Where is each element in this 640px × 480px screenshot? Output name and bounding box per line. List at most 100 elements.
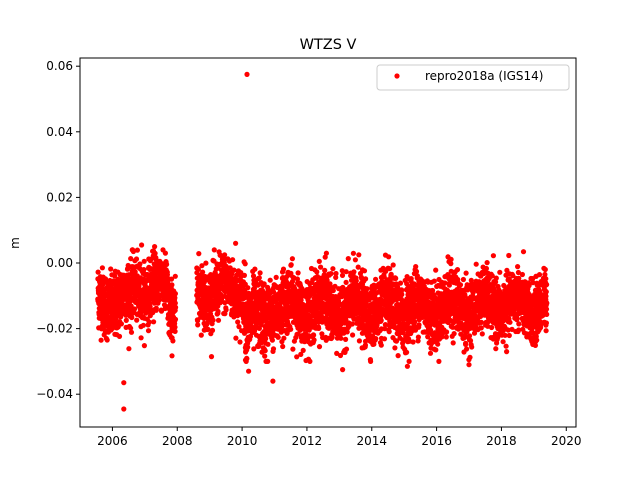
data-point — [128, 325, 134, 331]
data-point — [288, 270, 294, 276]
data-point — [450, 340, 456, 346]
data-point — [490, 253, 496, 259]
data-point — [318, 264, 324, 270]
data-point — [295, 270, 301, 276]
data-point — [223, 307, 229, 313]
legend-label: repro2018a (IGS14) — [425, 69, 543, 83]
data-point — [543, 289, 549, 295]
data-point — [344, 329, 350, 335]
data-point — [172, 300, 178, 306]
data-point — [516, 321, 522, 327]
data-point — [132, 269, 138, 275]
data-point — [345, 256, 351, 262]
data-point — [121, 406, 127, 412]
data-point — [483, 265, 489, 272]
data-point — [172, 291, 178, 297]
data-point — [252, 266, 258, 272]
data-point — [153, 305, 159, 311]
data-point — [543, 306, 550, 312]
data-point — [463, 340, 469, 346]
data-point — [231, 267, 237, 273]
data-point — [454, 267, 461, 273]
data-point — [329, 334, 335, 340]
data-point — [378, 342, 384, 348]
data-point — [314, 269, 320, 275]
data-point — [172, 295, 178, 301]
data-point — [195, 318, 201, 324]
data-point — [410, 339, 416, 345]
data-point — [473, 261, 479, 267]
data-point — [433, 267, 439, 273]
data-point — [333, 274, 339, 280]
data-point — [141, 343, 147, 349]
data-point — [544, 300, 550, 306]
y-tick-label: 0.02 — [46, 190, 73, 204]
data-point — [463, 270, 469, 276]
data-point — [493, 346, 499, 352]
data-point — [451, 331, 457, 337]
data-point — [141, 258, 147, 264]
data-point — [399, 291, 405, 298]
data-point — [280, 266, 287, 272]
y-tick-label: 0.04 — [46, 125, 73, 139]
data-point — [311, 337, 317, 343]
data-point — [237, 339, 243, 345]
data-point — [334, 350, 340, 356]
data-point — [431, 278, 437, 284]
data-point — [244, 71, 250, 77]
data-point — [273, 274, 279, 280]
data-point — [443, 334, 449, 340]
data-point — [199, 263, 205, 269]
data-points — [95, 71, 550, 412]
data-point — [195, 266, 201, 272]
data-point — [415, 334, 421, 340]
data-point — [98, 337, 104, 343]
data-point — [467, 354, 473, 360]
data-point — [200, 269, 206, 275]
data-point — [544, 311, 550, 317]
data-point — [108, 266, 114, 272]
data-point — [164, 261, 170, 267]
data-point — [262, 353, 268, 359]
data-point — [126, 346, 132, 352]
x-tick-label: 2008 — [162, 434, 193, 448]
data-point — [280, 343, 286, 350]
data-point — [169, 353, 175, 359]
data-point — [343, 279, 349, 285]
data-point — [172, 324, 178, 330]
data-point — [211, 247, 217, 253]
data-point — [172, 273, 178, 279]
data-point — [245, 344, 251, 350]
data-point — [515, 264, 521, 270]
data-point — [340, 367, 346, 373]
y-tick-label: −0.02 — [36, 322, 73, 336]
legend: repro2018a (IGS14) — [376, 64, 570, 91]
data-point — [128, 329, 135, 335]
data-point — [168, 276, 175, 282]
y-tick-label: 0.00 — [46, 256, 73, 270]
data-point — [170, 338, 176, 344]
legend-marker — [394, 73, 400, 79]
data-point — [269, 337, 275, 343]
data-point — [343, 336, 349, 342]
data-point — [172, 316, 179, 322]
data-point — [435, 341, 441, 347]
data-point — [146, 319, 152, 325]
data-point — [195, 322, 201, 328]
data-point — [227, 265, 233, 271]
data-point — [158, 308, 165, 314]
chart-title: WTZS V — [300, 37, 357, 53]
data-point — [503, 343, 509, 349]
data-point — [218, 292, 224, 298]
data-point — [298, 351, 304, 357]
data-point — [378, 317, 384, 323]
data-point — [196, 251, 202, 257]
data-point — [493, 275, 499, 281]
data-point — [397, 280, 404, 286]
data-point — [262, 348, 268, 354]
data-point — [408, 276, 414, 282]
data-point — [386, 254, 392, 260]
y-axis-label: m — [8, 237, 22, 249]
y-tick-label: 0.06 — [46, 59, 73, 73]
data-point — [210, 317, 216, 323]
